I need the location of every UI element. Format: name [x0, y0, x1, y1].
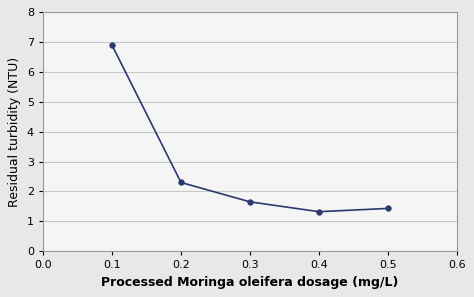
Y-axis label: Residual turbidity (NTU): Residual turbidity (NTU)	[9, 57, 21, 207]
X-axis label: Processed Moringa oleifera dosage (mg/L): Processed Moringa oleifera dosage (mg/L)	[101, 276, 399, 289]
